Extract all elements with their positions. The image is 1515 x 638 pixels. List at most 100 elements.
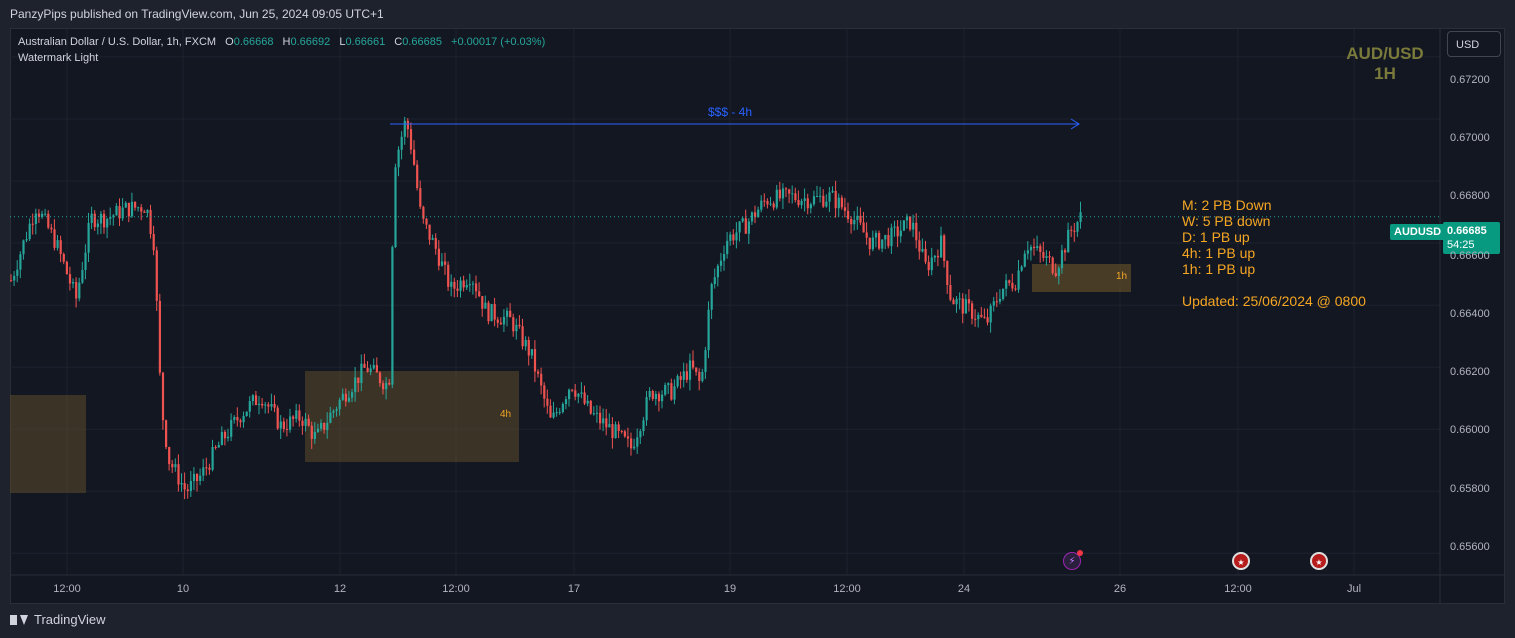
us-flag-event-icon[interactable]: ★ [1310, 552, 1328, 570]
candle [797, 199, 800, 206]
candle [211, 446, 214, 470]
candle [96, 223, 99, 228]
candle [540, 373, 543, 386]
candle [682, 371, 685, 380]
candle [1020, 266, 1023, 271]
candle [974, 318, 977, 320]
candle [196, 473, 199, 481]
candle [146, 210, 149, 213]
candle [853, 220, 856, 225]
liquidity-annotation-label[interactable]: $$$ - 4h [708, 105, 753, 119]
x-tick-label: 12:00 [1224, 583, 1252, 595]
candle [902, 220, 905, 231]
candle [267, 404, 270, 407]
candle [905, 216, 909, 221]
indicator-legend[interactable]: Watermark Light [18, 52, 99, 64]
candle [273, 403, 276, 408]
candle [462, 280, 465, 288]
candle [65, 261, 68, 275]
watermark-symbol: AUD/USD [1346, 44, 1424, 63]
us-flag-event-icon[interactable]: ★ [1232, 552, 1250, 570]
candle [112, 215, 115, 218]
candle [81, 269, 84, 283]
candle [34, 213, 37, 225]
candle [134, 201, 137, 208]
tradingview-brand[interactable]: TradingView [10, 612, 106, 627]
candle [385, 382, 388, 390]
candle [884, 234, 887, 240]
candle [292, 416, 295, 419]
candle [729, 234, 732, 241]
note-line: D: 1 PB up [1182, 229, 1250, 245]
legend-symbol[interactable]: Australian Dollar / U.S. Dollar, 1h, FXC… [18, 36, 217, 48]
candle [19, 254, 22, 270]
candle [428, 224, 431, 240]
symbol-price-label: AUDUSD [1390, 224, 1446, 240]
candle [521, 326, 524, 347]
candle [279, 421, 282, 429]
candle [620, 430, 623, 432]
candle [763, 200, 766, 202]
candle [527, 339, 530, 356]
candle [757, 209, 760, 218]
candle [394, 167, 397, 248]
candle [403, 120, 406, 137]
candle [239, 420, 242, 423]
bolt-event-icon[interactable]: ⚡ [1063, 550, 1083, 570]
candle [363, 363, 366, 368]
candle [847, 210, 850, 220]
candle [515, 324, 518, 332]
candle [276, 407, 279, 429]
candle [803, 198, 806, 201]
candle [10, 280, 13, 282]
candle [670, 383, 673, 400]
candle [1073, 230, 1076, 232]
candle [912, 222, 915, 230]
candle [645, 397, 648, 421]
candle [781, 188, 785, 199]
candle [409, 129, 413, 150]
chart-pane[interactable] [10, 28, 1505, 604]
candle [800, 200, 803, 206]
currency-button[interactable]: USD [1447, 31, 1501, 57]
candle [87, 222, 90, 253]
candle [642, 420, 645, 432]
candle [636, 437, 639, 447]
candle [831, 190, 834, 193]
candle [329, 412, 332, 423]
candle [651, 390, 654, 399]
candle [785, 188, 788, 190]
candle [692, 360, 695, 368]
candle [794, 193, 797, 200]
candle [614, 424, 617, 439]
candle [72, 282, 75, 284]
arrow-head-icon [1070, 118, 1080, 130]
candle [453, 281, 456, 289]
tradingview-logo-icon [10, 614, 28, 625]
candle [667, 383, 670, 386]
candle [1002, 288, 1005, 299]
candle [775, 189, 778, 208]
candle [735, 232, 738, 241]
candle [205, 467, 208, 469]
candle [698, 371, 701, 381]
candle [440, 261, 444, 266]
candle [564, 399, 568, 404]
symbol-legend: Australian Dollar / U.S. Dollar, 1h, FXC… [18, 35, 551, 49]
candle [760, 200, 763, 210]
candle [915, 222, 918, 241]
candle [391, 247, 394, 385]
candle [1042, 252, 1045, 258]
candle [378, 372, 382, 384]
candle [28, 223, 31, 240]
candle [983, 316, 986, 318]
note-line: W: 5 PB down [1182, 213, 1271, 229]
candle [1036, 246, 1039, 249]
candle [316, 428, 320, 433]
candle [769, 203, 772, 205]
candle [1039, 246, 1042, 253]
candle [924, 248, 927, 262]
last-price: 0.66685 [1447, 225, 1487, 237]
candle [459, 280, 462, 291]
